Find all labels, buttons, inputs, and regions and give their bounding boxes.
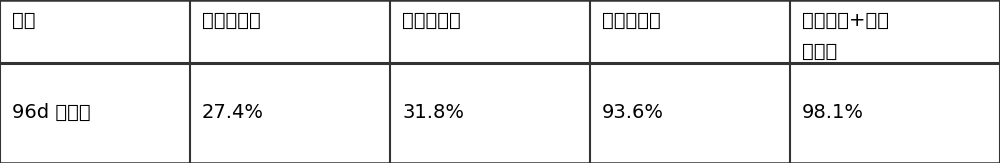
Text: 生物强化组: 生物强化组 [602, 11, 661, 30]
Text: 93.6%: 93.6% [602, 103, 664, 122]
Text: 96d 降解率: 96d 降解率 [12, 103, 91, 122]
Text: 自然衰减组: 自然衰减组 [202, 11, 261, 30]
Text: 98.1%: 98.1% [802, 103, 864, 122]
Text: 27.4%: 27.4% [202, 103, 264, 122]
Text: 生物刺激组: 生物刺激组 [402, 11, 461, 30]
Text: 31.8%: 31.8% [402, 103, 464, 122]
Text: 生物刺激+生物
强化组: 生物刺激+生物 强化组 [802, 11, 889, 61]
Text: 处理: 处理 [12, 11, 36, 30]
